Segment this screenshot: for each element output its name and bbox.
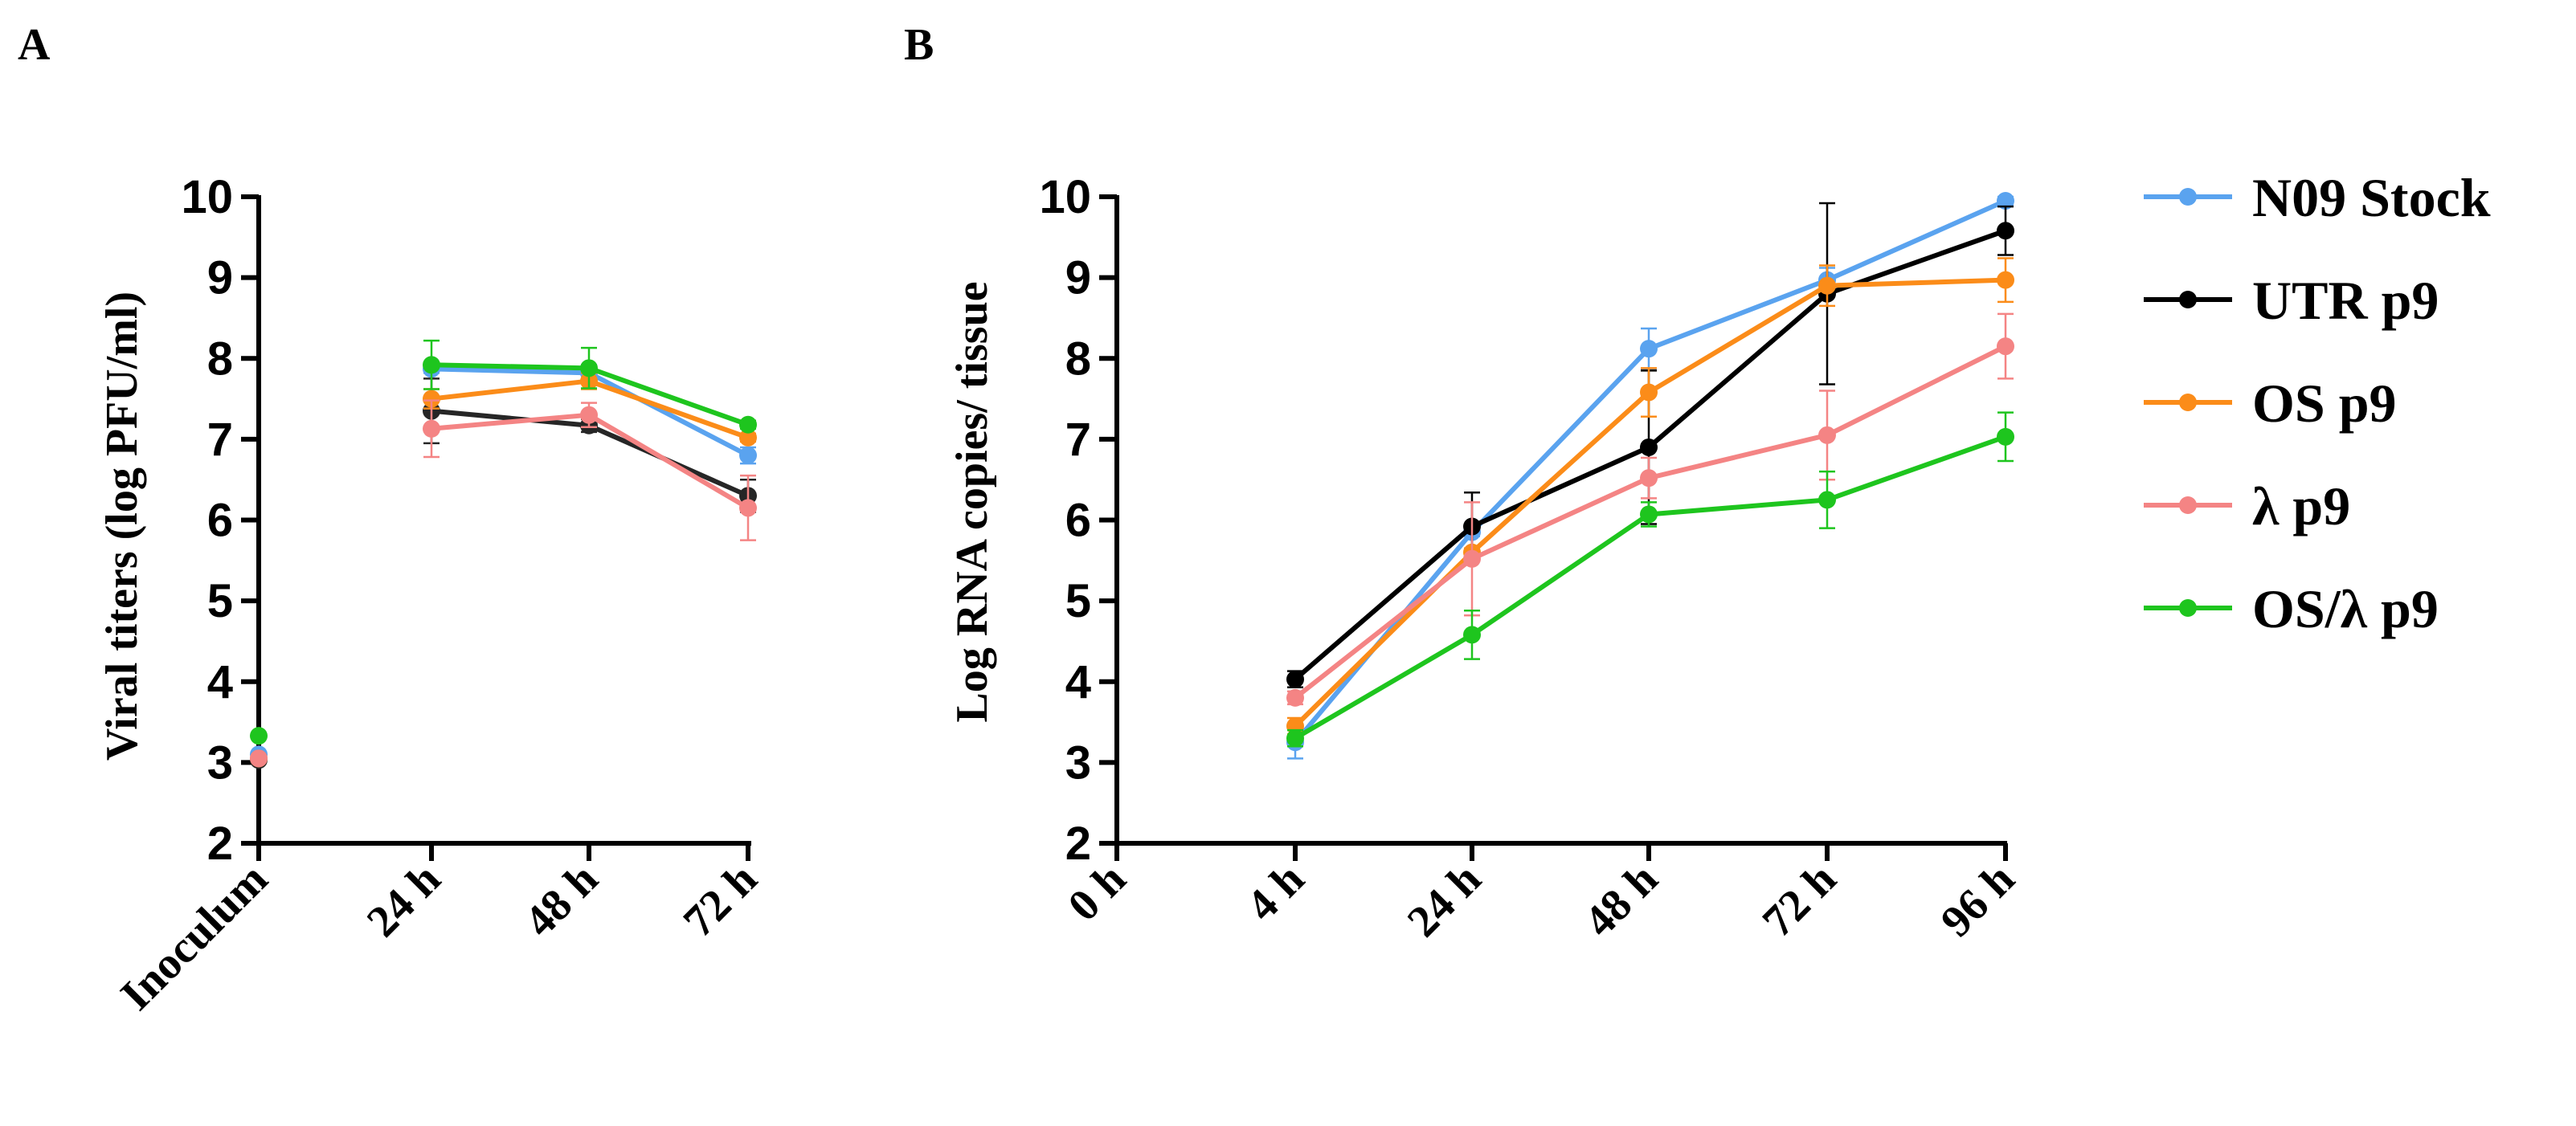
data-point xyxy=(250,727,268,745)
y-tick-label: 3 xyxy=(207,736,233,789)
legend-marker xyxy=(2179,394,2197,411)
legend-item: N09 Stock xyxy=(2144,167,2491,228)
x-tick-label: 72 h xyxy=(674,854,767,946)
y-tick-label: 9 xyxy=(207,252,233,304)
data-point xyxy=(1640,340,1658,358)
chart-panel-a: Viral titers (log PFU/ml) 2 3 4 5 6 7 8 9 10 Inoc… xyxy=(97,171,767,1020)
x-tick-label: 4 h xyxy=(1237,854,1315,931)
y-tick-label: 7 xyxy=(207,414,233,466)
y-tick-label: 6 xyxy=(207,495,233,547)
data-point xyxy=(1640,438,1658,456)
data-point xyxy=(739,447,757,464)
legend-marker xyxy=(2179,291,2197,308)
x-tick-label: Inoculum xyxy=(112,854,278,1020)
data-point xyxy=(1640,383,1658,402)
data-point xyxy=(1463,626,1481,644)
data-point xyxy=(1286,688,1304,707)
legend-label: UTR p9 xyxy=(2252,270,2439,331)
y-tick-label: 8 xyxy=(207,332,233,385)
legend-item: OS/λ p9 xyxy=(2144,578,2439,639)
y-tick-label: 3 xyxy=(1065,736,1091,789)
y-tick-label: 4 xyxy=(207,656,233,708)
data-point xyxy=(739,415,757,434)
data-point xyxy=(580,359,598,377)
data-point xyxy=(1818,276,1836,295)
y-tick-label: 7 xyxy=(1065,414,1091,466)
y-axis-title-b: Log RNA copies/ tissue xyxy=(947,281,997,722)
y-tick-label: 2 xyxy=(207,818,233,870)
data-point xyxy=(423,419,440,438)
series-os-p9 xyxy=(250,372,757,768)
legend-marker xyxy=(2179,496,2197,514)
data-point xyxy=(1997,192,2014,210)
data-point xyxy=(423,356,440,374)
y-tick-label: 8 xyxy=(1065,332,1091,385)
y-tick-label: 5 xyxy=(1065,575,1091,627)
data-point xyxy=(423,390,440,408)
data-point xyxy=(739,499,757,517)
data-point xyxy=(1997,222,2014,240)
data-point xyxy=(1997,427,2014,446)
y-tick-label: 4 xyxy=(1065,656,1091,708)
data-point xyxy=(1640,505,1658,524)
data-point xyxy=(1818,491,1836,509)
x-tick-label: 96 h xyxy=(1932,854,2024,946)
legend-marker xyxy=(2179,599,2197,617)
data-point xyxy=(250,749,268,768)
y-axis-title-a: Viral titers (log PFU/ml) xyxy=(97,292,147,761)
data-point xyxy=(739,428,757,447)
legend-item: UTR p9 xyxy=(2144,270,2439,331)
data-point xyxy=(580,406,598,424)
legend-marker xyxy=(2179,188,2197,206)
x-tick-label: 48 h xyxy=(1575,854,1667,946)
data-point xyxy=(1997,337,2014,356)
legend-label: N09 Stock xyxy=(2252,167,2491,228)
x-tick-label: 24 h xyxy=(358,854,450,946)
y-tick-label: 5 xyxy=(207,575,233,627)
data-point xyxy=(1640,469,1658,488)
data-point xyxy=(1286,670,1304,688)
plot-area-a: 2 3 4 5 6 7 8 9 10 Inoculum 24 h 48 h 72 h xyxy=(112,171,767,1020)
panel-label-a: A xyxy=(18,20,51,70)
legend-item: λ p9 xyxy=(2144,475,2350,536)
data-point xyxy=(1997,271,2014,289)
series-utr-p9 xyxy=(250,377,757,769)
y-tick-label: 10 xyxy=(181,171,233,223)
x-tick-label: 72 h xyxy=(1753,854,1846,946)
x-tick-label: 24 h xyxy=(1398,854,1490,946)
data-point xyxy=(1463,549,1481,568)
legend-item: OS p9 xyxy=(2144,373,2397,434)
panel-label-b: B xyxy=(904,20,934,70)
y-tick-label: 2 xyxy=(1065,818,1091,870)
y-tick-label: 9 xyxy=(1065,252,1091,304)
legend-label: λ p9 xyxy=(2252,475,2350,536)
legend-label: OS p9 xyxy=(2252,373,2397,434)
series--p9 xyxy=(250,399,757,768)
legend-label: OS/λ p9 xyxy=(2252,578,2439,639)
data-point xyxy=(1286,729,1304,748)
x-tick-label: 48 h xyxy=(515,854,607,946)
series-utr-p9 xyxy=(1286,202,2014,689)
y-tick-label: 6 xyxy=(1065,495,1091,547)
series--p9 xyxy=(1286,312,2014,707)
series-os-p9 xyxy=(1286,257,2014,736)
y-tick-label: 10 xyxy=(1039,171,1091,223)
data-point xyxy=(1818,426,1836,444)
series-os-p9 xyxy=(250,339,757,745)
legend: N09 Stock UTR p9 OS p9 λ p9 OS/λ p9 xyxy=(2144,167,2491,639)
series-os-p9 xyxy=(1286,411,2014,748)
